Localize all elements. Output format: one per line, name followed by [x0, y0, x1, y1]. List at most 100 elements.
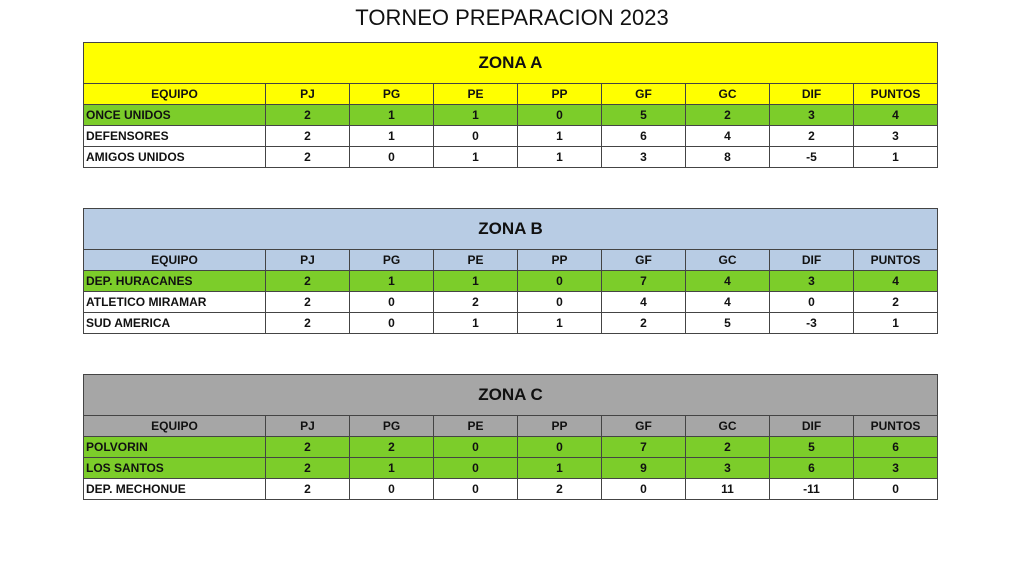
stat-cell: 3	[601, 146, 686, 168]
team-name: DEP. HURACANES	[83, 270, 266, 292]
column-header: DIF	[769, 83, 854, 105]
stat-cell: 4	[685, 270, 770, 292]
table-row: DEFENSORES 2 1 0 1 6 4 2 3	[83, 125, 938, 147]
stat-cell: -11	[769, 478, 854, 500]
stat-cell: 2	[265, 146, 350, 168]
stat-cell: 7	[601, 270, 686, 292]
stat-cell: 3	[852, 457, 939, 479]
stat-cell: 1	[852, 312, 939, 334]
stat-cell: 2	[265, 436, 350, 458]
stat-cell: 1	[433, 312, 518, 334]
stat-cell: 5	[769, 436, 854, 458]
zone-title: ZONA B	[82, 208, 939, 250]
column-header: EQUIPO	[83, 83, 266, 105]
table-row: AMIGOS UNIDOS 2 0 1 1 3 8 -5 1	[83, 146, 938, 168]
stat-cell: 11	[685, 478, 770, 500]
column-header: PJ	[265, 83, 350, 105]
stat-cell: 0	[852, 478, 939, 500]
stat-cell: 4	[685, 291, 770, 313]
stat-cell: 4	[601, 291, 686, 313]
table-row: ATLETICO MIRAMAR 2 0 2 0 4 4 0 2	[83, 291, 939, 313]
zone-table: ZONA C EQUIPO PJ PG PE PP GF GC DIF PUNTOS POLVORI…	[82, 374, 939, 500]
stat-cell: 0	[517, 291, 602, 313]
stat-cell: 1	[433, 270, 518, 292]
stat-cell: 2	[769, 125, 854, 147]
stat-cell: 2	[265, 312, 350, 334]
stat-cell: 9	[601, 457, 686, 479]
column-header: PG	[349, 249, 434, 271]
stat-cell: 1	[349, 457, 434, 479]
table-row: ONCE UNIDOS 2 1 1 0 5 2 3 4	[83, 104, 938, 126]
stat-cell: 0	[433, 436, 518, 458]
stat-cell: 0	[433, 457, 518, 479]
stat-cell: 8	[685, 146, 770, 168]
table-row: DEP. HURACANES 2 1 1 0 7 4 3 4	[83, 270, 939, 292]
zone-title: ZONA C	[82, 374, 939, 416]
stat-cell: 4	[852, 270, 939, 292]
column-header: PE	[433, 415, 518, 437]
column-header: EQUIPO	[83, 249, 266, 271]
zone-title: ZONA A	[83, 42, 938, 84]
stat-cell: 2	[265, 291, 350, 313]
column-header: PJ	[265, 249, 350, 271]
stat-cell: 2	[265, 478, 350, 500]
stat-cell: 0	[433, 125, 518, 147]
stat-cell: 1	[517, 312, 602, 334]
table-row: DEP. MECHONUE 2 0 0 2 0 11 -11 0	[83, 478, 939, 500]
table-row: LOS SANTOS 2 1 0 1 9 3 6 3	[83, 457, 939, 479]
stat-cell: 0	[349, 312, 434, 334]
stat-cell: 3	[769, 104, 854, 126]
column-header: PP	[517, 83, 602, 105]
stat-cell: 6	[769, 457, 854, 479]
stat-cell: 0	[769, 291, 854, 313]
stat-cell: 2	[433, 291, 518, 313]
stat-cell: 2	[517, 478, 602, 500]
stat-cell: 2	[349, 436, 434, 458]
column-header: PP	[517, 415, 602, 437]
team-name: ONCE UNIDOS	[83, 104, 266, 126]
column-header: PE	[433, 249, 518, 271]
stat-cell: 1	[517, 125, 602, 147]
team-name: LOS SANTOS	[83, 457, 266, 479]
stat-cell: 3	[685, 457, 770, 479]
stat-cell: 2	[685, 104, 770, 126]
stat-cell: 1	[517, 146, 602, 168]
stat-cell: 1	[349, 125, 434, 147]
column-header: PG	[349, 415, 434, 437]
column-header: GC	[685, 249, 770, 271]
stat-cell: 5	[685, 312, 770, 334]
zone-table: ZONA A EQUIPO PJ PG PE PP GF GC DIF PUNTOS ONCE UN…	[83, 42, 938, 168]
column-header: EQUIPO	[83, 415, 266, 437]
stat-cell: 2	[265, 125, 350, 147]
stat-cell: 0	[349, 291, 434, 313]
stat-cell: 3	[769, 270, 854, 292]
stat-cell: 2	[685, 436, 770, 458]
table-row: POLVORIN 2 2 0 0 7 2 5 6	[83, 436, 939, 458]
column-header: GC	[685, 83, 770, 105]
stat-cell: 1	[853, 146, 938, 168]
column-header: PUNTOS	[852, 249, 939, 271]
team-name: SUD AMERICA	[83, 312, 266, 334]
team-name: DEFENSORES	[83, 125, 266, 147]
stat-cell: 6	[601, 125, 686, 147]
stat-cell: 4	[853, 104, 938, 126]
stat-cell: 2	[265, 104, 350, 126]
team-name: ATLETICO MIRAMAR	[83, 291, 266, 313]
stat-cell: 2	[852, 291, 939, 313]
team-name: AMIGOS UNIDOS	[83, 146, 266, 168]
stat-cell: 5	[601, 104, 686, 126]
stat-cell: 0	[517, 270, 602, 292]
stat-cell: 2	[265, 457, 350, 479]
stat-cell: 0	[433, 478, 518, 500]
column-header: PG	[349, 83, 434, 105]
column-header: GF	[601, 83, 686, 105]
stat-cell: 0	[517, 436, 602, 458]
stat-cell: 1	[517, 457, 602, 479]
team-name: POLVORIN	[83, 436, 266, 458]
column-header: PE	[433, 83, 518, 105]
stat-cell: 1	[349, 104, 434, 126]
stat-cell: 4	[685, 125, 770, 147]
column-header: PJ	[265, 415, 350, 437]
stat-cell: 2	[601, 312, 686, 334]
column-header: PP	[517, 249, 602, 271]
